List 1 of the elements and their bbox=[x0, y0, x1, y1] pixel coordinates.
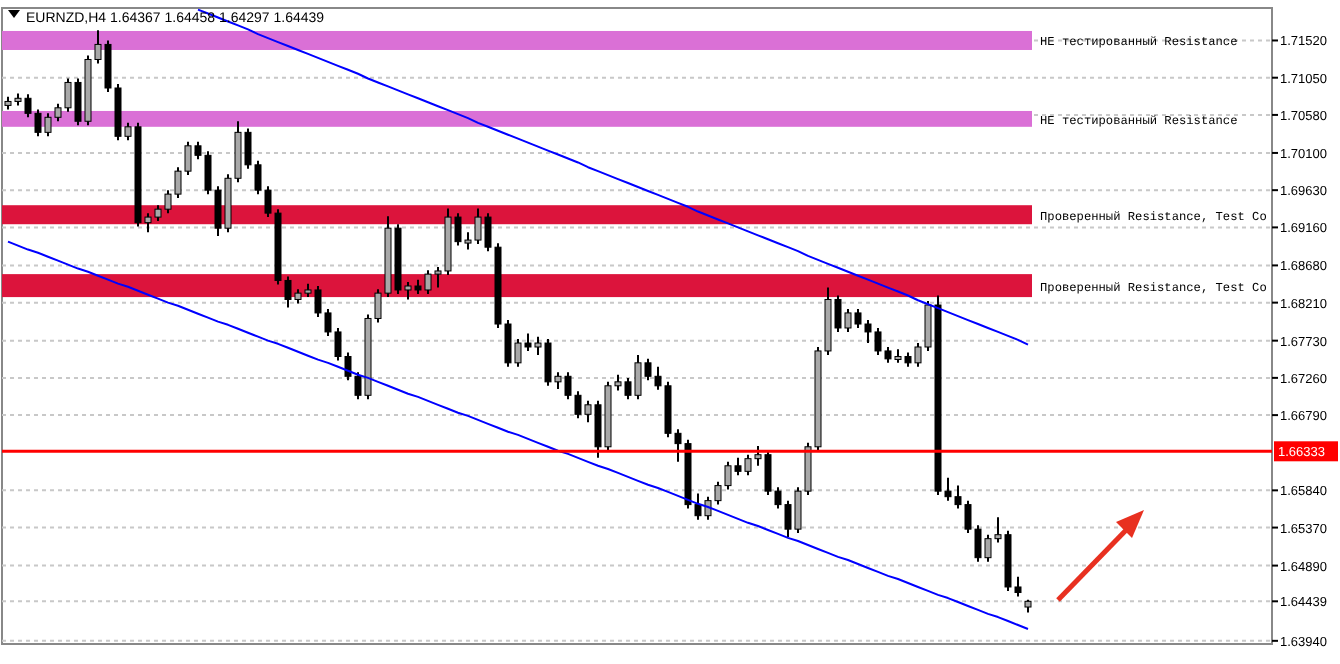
line-series bbox=[7, 240, 1029, 630]
